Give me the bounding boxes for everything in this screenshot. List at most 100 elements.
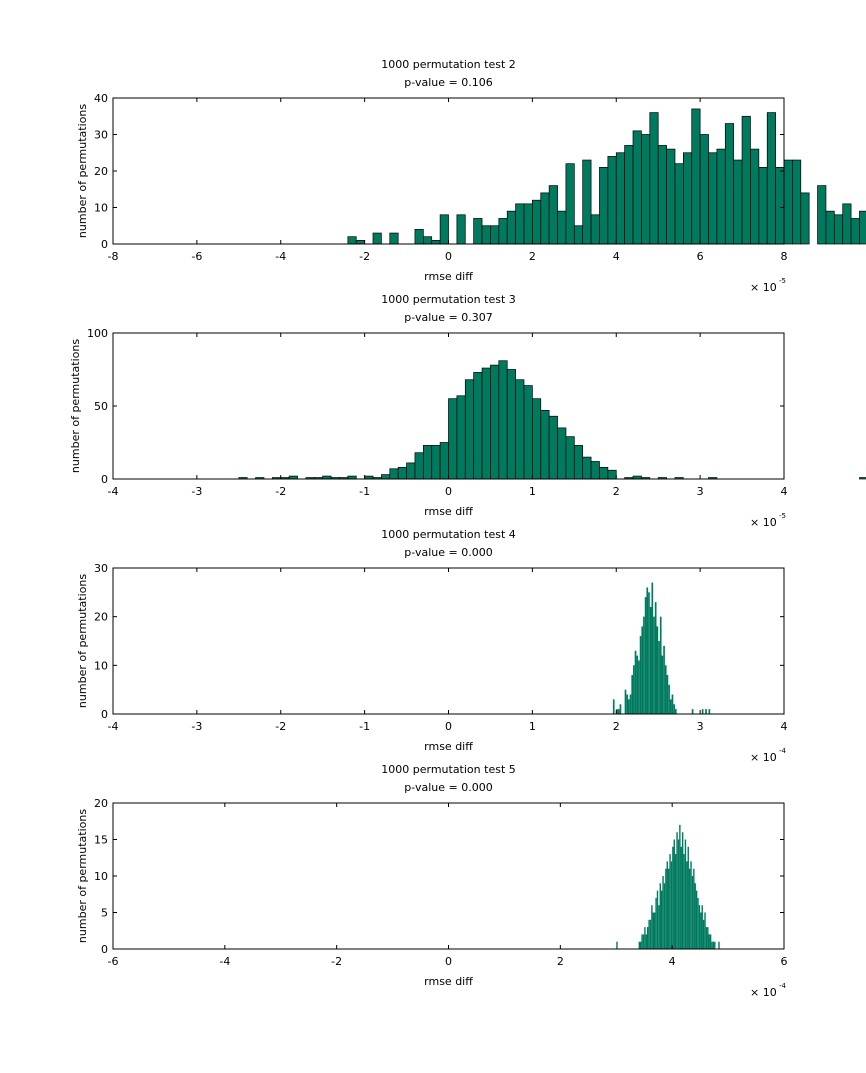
histogram-bar (498, 218, 508, 245)
histogram-bar (651, 905, 653, 949)
histogram-bar (646, 587, 649, 714)
y-tick-label: 20 (94, 797, 108, 810)
histogram-bar (617, 709, 620, 714)
histogram-bar (698, 905, 701, 949)
histogram-bar (389, 232, 399, 245)
histogram-bar (414, 229, 424, 245)
histogram-bar (681, 832, 684, 949)
histogram-bar (431, 445, 441, 480)
chart-subtitle: p-value = 0.000 (404, 781, 492, 794)
y-tick-label: 0 (101, 238, 108, 251)
histogram-bar (414, 452, 424, 480)
histogram-bar (658, 905, 660, 949)
histogram-bar (607, 469, 617, 480)
x-axis-label: rmse diff (424, 975, 473, 988)
histogram-bar (693, 868, 695, 949)
histogram-bar (644, 597, 647, 714)
histogram-bar (711, 941, 713, 949)
histogram-bar (599, 167, 609, 245)
histogram-bar (515, 379, 525, 480)
histogram-bar (660, 890, 663, 949)
x-axis-label: rmse diff (424, 270, 473, 283)
y-tick-label: 50 (94, 400, 108, 413)
histogram-bar (532, 398, 542, 480)
histogram-bar (666, 861, 668, 949)
x-tick-label: 3 (697, 485, 704, 498)
x-tick-label: -3 (191, 485, 202, 498)
x-tick-label: -1 (359, 485, 370, 498)
histogram-bar (674, 854, 677, 949)
histogram-bar (590, 214, 600, 245)
chart-title: 1000 permutation test 2 (381, 58, 516, 71)
histogram-bar (498, 360, 508, 480)
histogram-bar (456, 214, 466, 245)
axis-multiplier-base: × 10 (750, 751, 777, 764)
y-tick-label: 0 (101, 943, 108, 956)
histogram-bar (355, 240, 365, 245)
histogram-bar (532, 199, 542, 245)
chart-subtitle: p-value = 0.307 (404, 311, 492, 324)
histogram-bar (680, 846, 682, 949)
histogram-bar (656, 626, 659, 714)
x-tick-label: -2 (359, 250, 370, 263)
histogram-bar (667, 868, 670, 949)
histogram-bar (674, 163, 684, 245)
histogram-bar (582, 159, 592, 245)
histogram-bar (645, 934, 648, 949)
histogram-bar (700, 912, 702, 949)
histogram-bar (406, 462, 416, 480)
histogram-bar (347, 236, 357, 245)
x-tick-label: 0 (445, 485, 452, 498)
y-tick-label: 40 (94, 92, 108, 105)
x-tick-label: 4 (781, 720, 788, 733)
histogram-bar (523, 385, 533, 480)
chart-subtitle: p-value = 0.000 (404, 546, 492, 559)
histogram-bar (670, 861, 673, 949)
histogram-bar (638, 660, 640, 714)
axis-multiplier-exponent: -5 (779, 512, 786, 520)
histogram-bar (708, 152, 718, 245)
histogram-bar (699, 134, 709, 245)
y-tick-label: 20 (94, 611, 108, 624)
histogram-bar (708, 934, 710, 949)
axis-multiplier-base: × 10 (750, 986, 777, 999)
histogram-bar (859, 477, 866, 480)
x-tick-label: 2 (613, 485, 620, 498)
x-axis-ticks: -6 -4 -2 0 2 4 6 (108, 803, 788, 968)
y-tick-label: 5 (101, 907, 108, 920)
histogram-bar (709, 934, 712, 949)
histogram-bar (859, 210, 866, 245)
histogram-bar (673, 839, 675, 949)
histogram-bar (691, 876, 694, 949)
histogram-bar (708, 709, 711, 714)
chart-title: 1000 permutation test 3 (381, 293, 516, 306)
histogram-bar (641, 134, 651, 245)
histogram-bar (590, 461, 600, 480)
y-tick-label: 20 (94, 165, 108, 178)
x-tick-label: -2 (331, 955, 342, 968)
histogram-bar (669, 699, 672, 714)
x-tick-label: -4 (275, 250, 286, 263)
histogram-bar (548, 415, 558, 480)
histogram-bar (850, 218, 860, 245)
histogram-bar (540, 410, 550, 480)
x-tick-label: 2 (557, 955, 564, 968)
histogram-bar (655, 897, 657, 949)
histogram-bar (649, 112, 659, 245)
histogram-bar (792, 159, 802, 245)
y-tick-label: 10 (94, 202, 108, 215)
histogram-bar (712, 941, 715, 949)
histogram-bar (659, 883, 661, 949)
y-tick-label: 30 (94, 562, 108, 575)
histogram-bar (473, 218, 483, 245)
histogram-bar (648, 919, 650, 949)
y-axis-label: number of permutations (76, 574, 89, 708)
histogram-bar (701, 709, 704, 714)
histogram-bar (633, 665, 635, 714)
y-tick-label: 30 (94, 129, 108, 142)
y-axis-label: number of permutations (76, 104, 89, 238)
histogram-bar (661, 655, 664, 714)
x-tick-label: -8 (108, 250, 119, 263)
histogram-bar (636, 655, 639, 714)
histogram-bar (842, 203, 852, 245)
